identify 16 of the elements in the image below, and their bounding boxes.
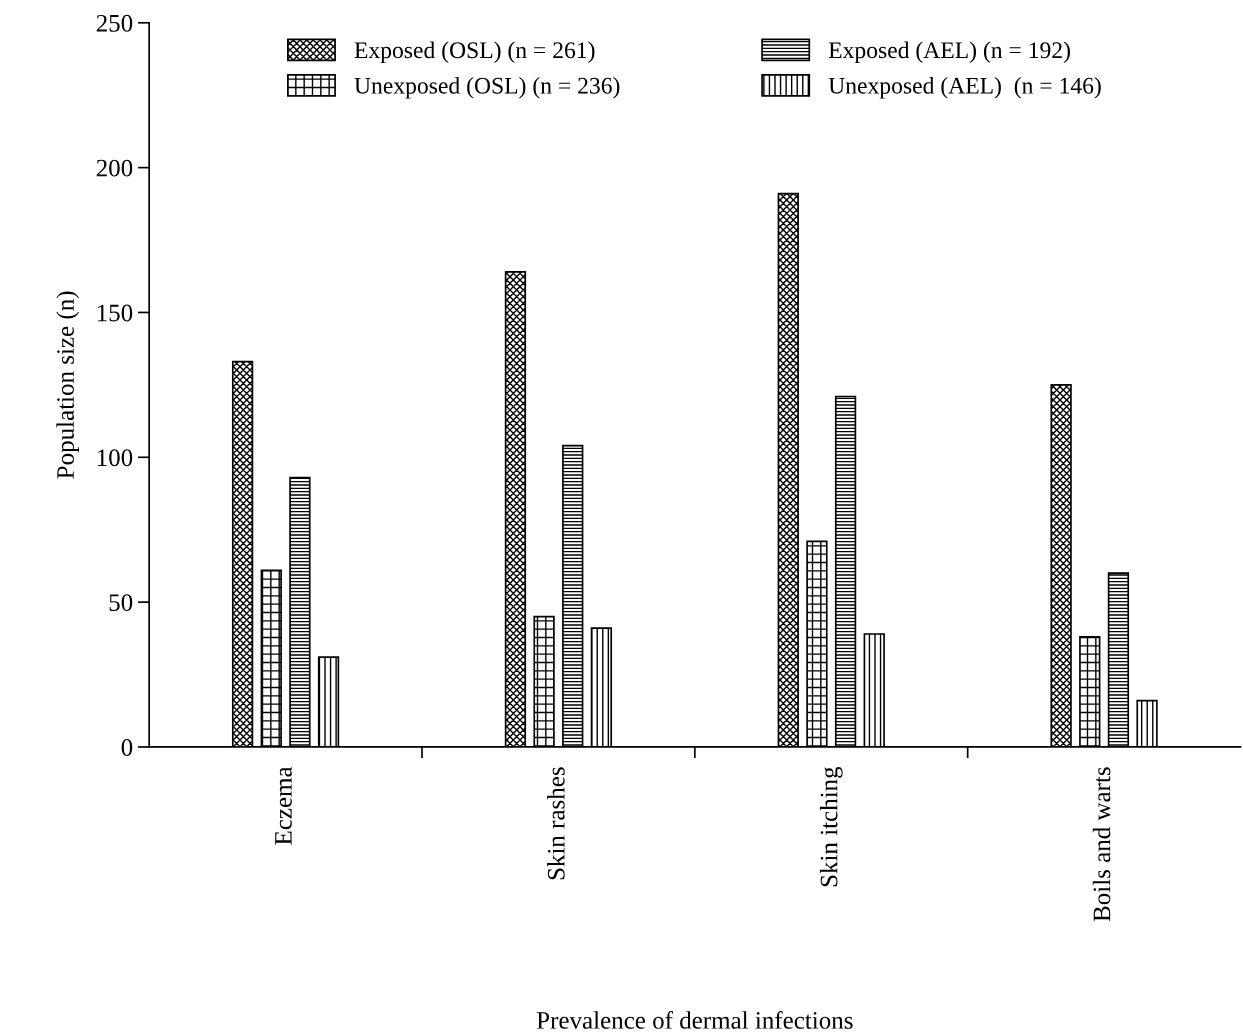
y-axis-title: Population size (n) <box>56 291 80 479</box>
y-tick-label: 50 <box>109 594 133 612</box>
x-tick-label: Eczema <box>275 766 292 845</box>
legend-label: Unexposed (OSL) (n = 236) <box>354 77 620 99</box>
y-tick-label: 200 <box>96 159 133 177</box>
legend-label: Exposed (AEL) (n = 192) <box>828 41 1070 63</box>
legend-label: Unexposed (AEL) (n = 146) <box>828 77 1101 99</box>
y-tick-label: 250 <box>96 14 133 32</box>
y-tick-label: 100 <box>97 449 133 467</box>
y-tick-label: 150 <box>97 304 133 322</box>
legend-label: Exposed (OSL) (n = 261) <box>354 41 595 63</box>
x-tick-label: Skin rashes <box>547 767 565 880</box>
x-axis-title: Prevalence of dermal infections <box>536 1011 853 1029</box>
x-tick-label: Boils and warts <box>1092 767 1111 922</box>
x-tick-label: Skin itching <box>819 766 843 887</box>
y-tick-label: 0 <box>121 739 133 756</box>
